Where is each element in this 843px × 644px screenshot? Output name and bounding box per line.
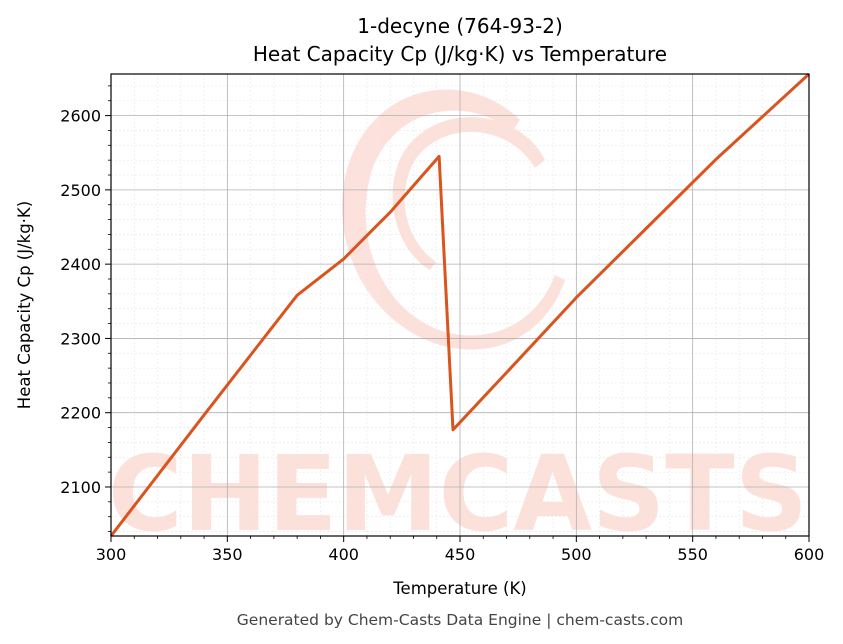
chart-title-line2: Heat Capacity Cp (J/kg·K) vs Temperature: [253, 42, 667, 66]
x-tick-label: 450: [445, 545, 476, 564]
watermark: CHEMCASTS: [108, 89, 808, 555]
footer-credit: Generated by Chem-Casts Data Engine | ch…: [237, 611, 683, 629]
y-tick-label: 2600: [60, 107, 101, 126]
y-tick-label: 2200: [60, 404, 101, 423]
y-axis: 2100 2200 2300 2400 2500 2600: [60, 85, 111, 532]
chart-title-line1: 1-decyne (764-93-2): [357, 14, 563, 38]
x-axis: 300 350 400 450 500 550 600: [96, 536, 825, 564]
x-tick-label: 350: [212, 545, 243, 564]
y-tick-label: 2100: [60, 478, 101, 497]
x-tick-label: 400: [328, 545, 359, 564]
x-tick-label: 500: [561, 545, 592, 564]
y-tick-label: 2300: [60, 329, 101, 348]
x-tick-label: 600: [794, 545, 825, 564]
y-axis-label: Heat Capacity Cp (J/kg·K): [15, 201, 34, 409]
x-axis-label: Temperature (K): [392, 579, 526, 598]
x-tick-label: 300: [96, 545, 127, 564]
watermark-text: CHEMCASTS: [108, 433, 808, 555]
x-tick-label: 550: [677, 545, 708, 564]
y-tick-label: 2500: [60, 181, 101, 200]
watermark-swirl-inner: [392, 117, 545, 270]
series-line-cp: [109, 72, 811, 537]
y-tick-label: 2400: [60, 255, 101, 274]
